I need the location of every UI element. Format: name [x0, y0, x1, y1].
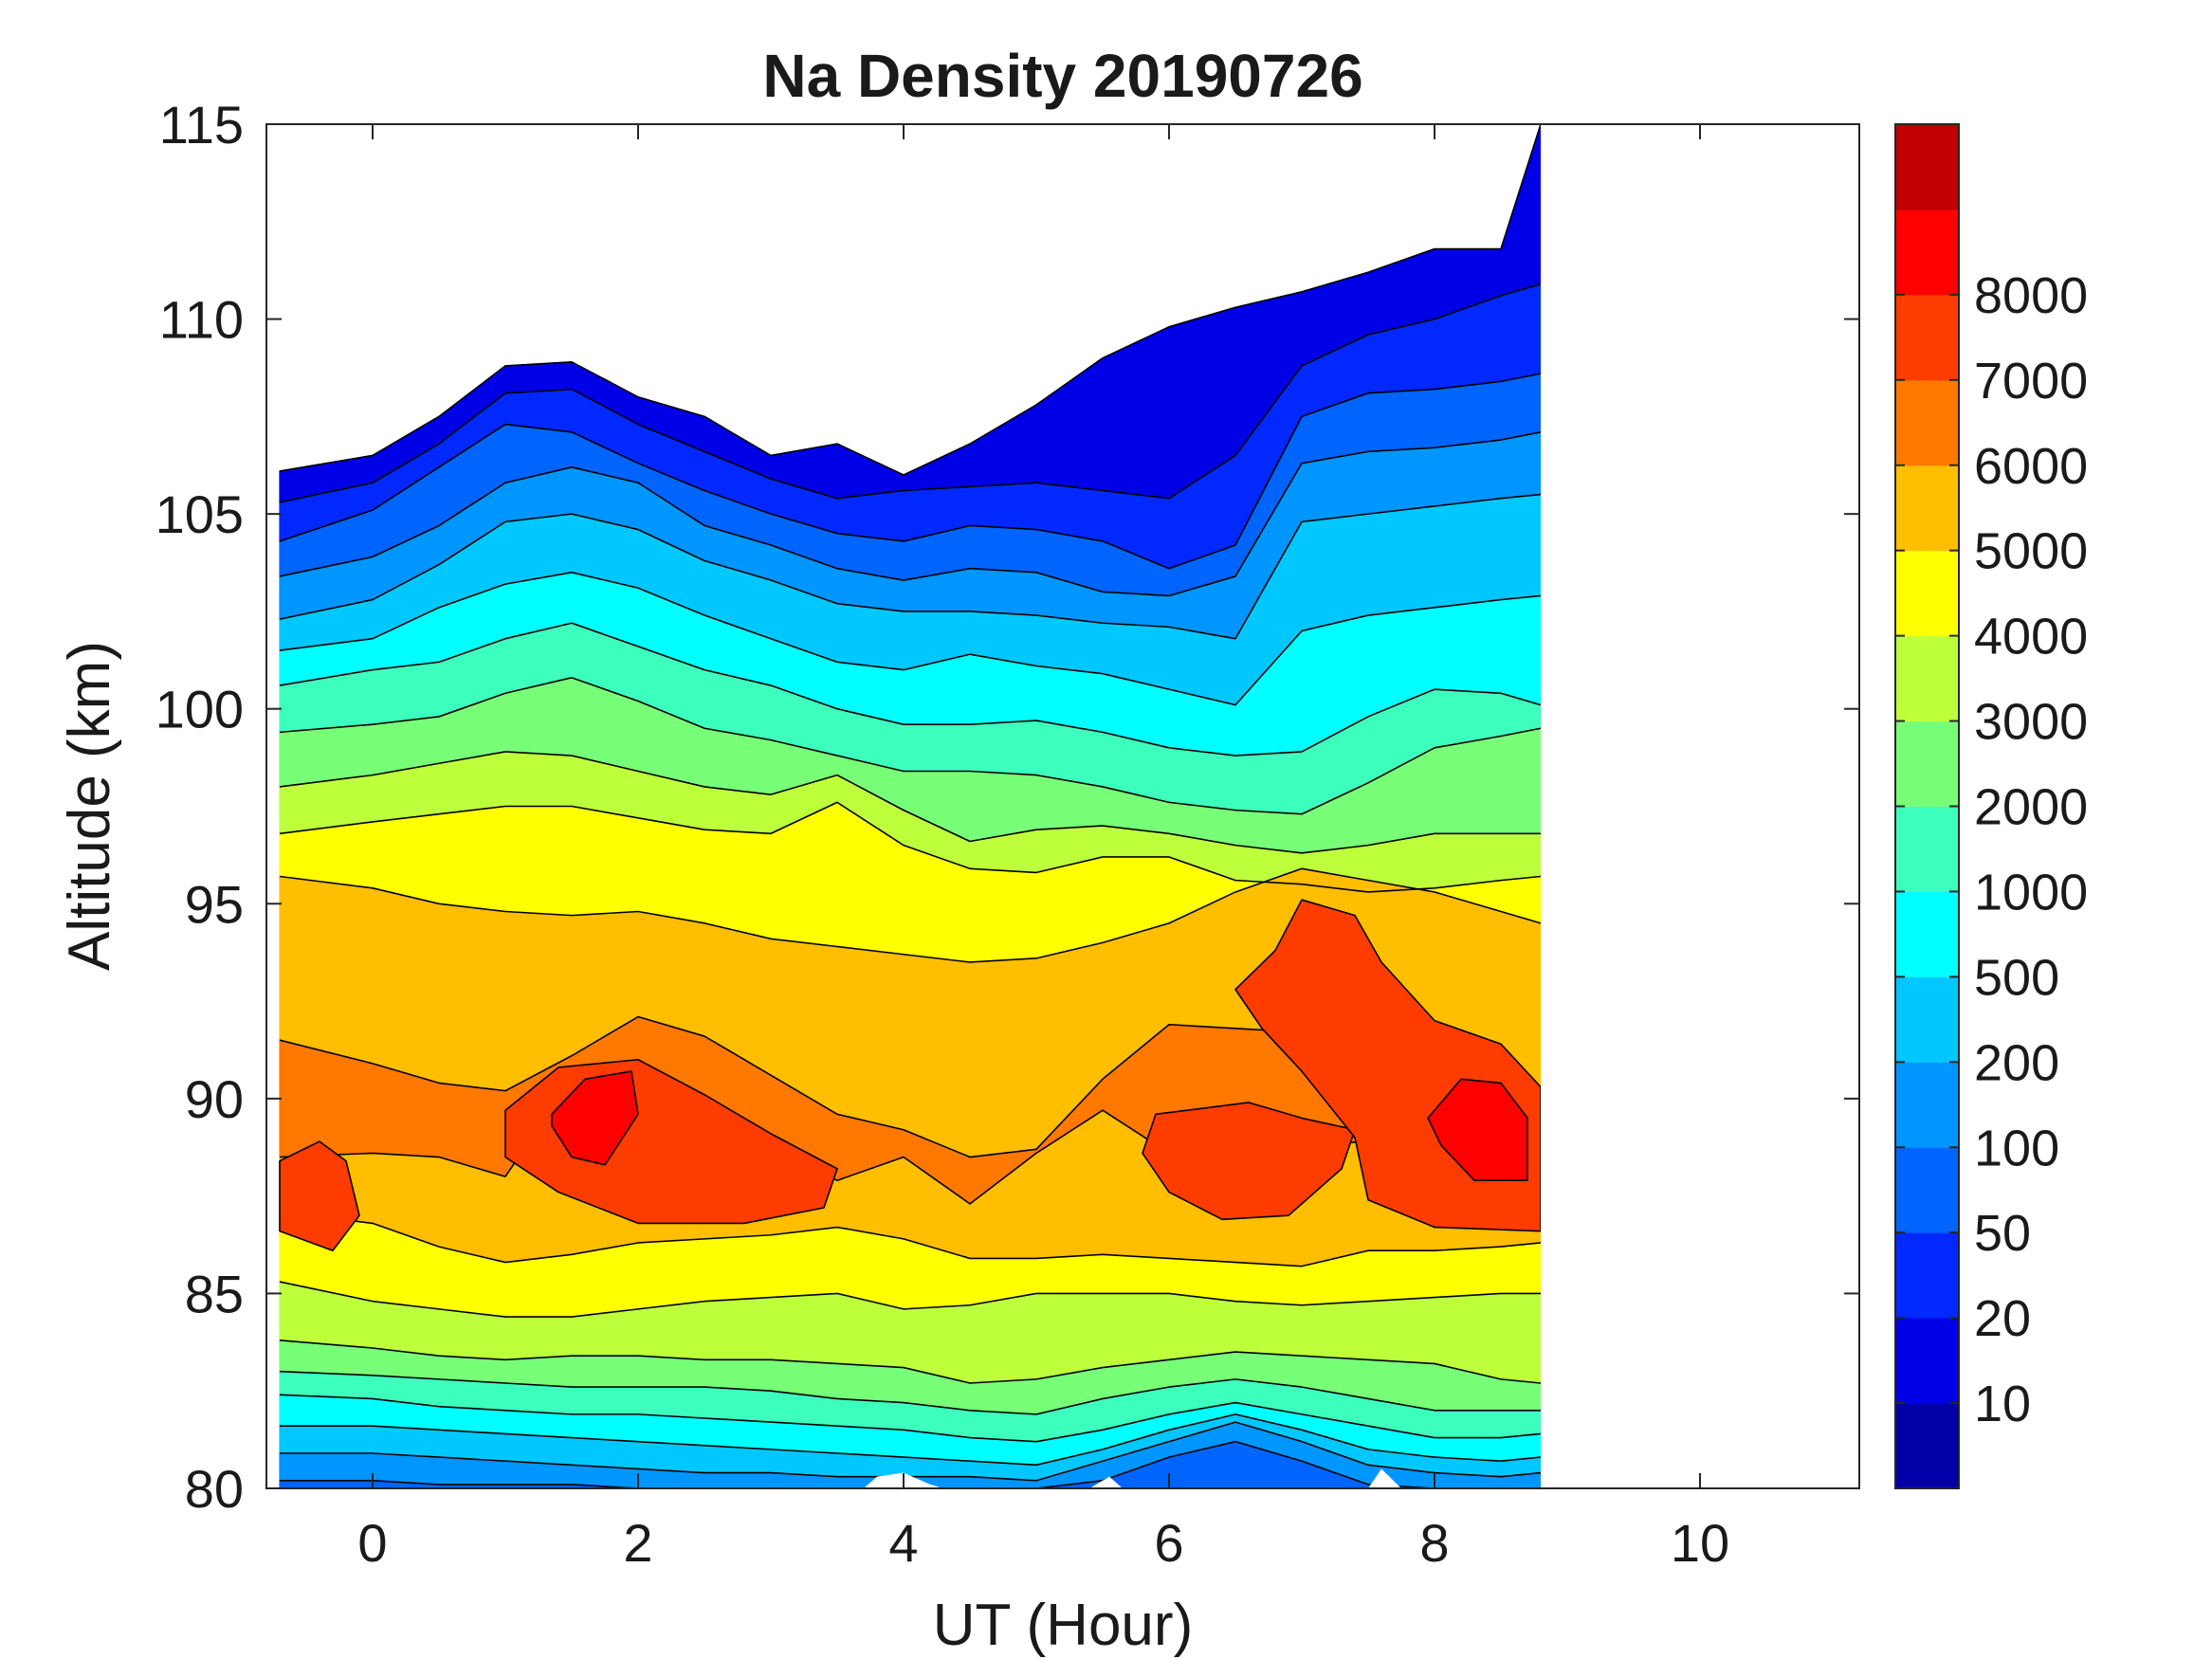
x-tick-label: 6	[1154, 1513, 1183, 1573]
colorbar-segment	[1895, 891, 1959, 977]
colorbar-segment	[1895, 720, 1959, 807]
contour-line-6	[279, 572, 1542, 706]
colorbar-tick-label: 20	[1974, 1290, 2031, 1347]
no-data-gap-2	[1089, 1476, 1123, 1488]
colorbar-tick-label: 200	[1974, 1034, 2059, 1091]
contour-line-2	[279, 283, 1542, 503]
colorbar-tick-label: 5000	[1974, 523, 2088, 580]
contour-line-3	[279, 373, 1542, 570]
colorbar-segment	[1895, 806, 1959, 892]
y-tick-label: 110	[159, 290, 244, 350]
colorbar-segment	[1895, 124, 1959, 210]
contour-line-9	[279, 751, 1541, 854]
colorbar-tick-label: 500	[1974, 949, 2059, 1006]
contour-peak-6	[1427, 1078, 1528, 1181]
y-tick-label: 85	[185, 1264, 244, 1323]
colorbar-segment	[1895, 1232, 1959, 1319]
colorbar-tick-label: 7000	[1974, 353, 2088, 410]
plot-area-frame	[265, 123, 1860, 1489]
colorbar-segment	[1895, 1318, 1959, 1404]
colorbar-segment	[1895, 209, 1959, 296]
contour-line-17	[279, 1370, 1541, 1415]
colorbar-tick-label: 100	[1974, 1120, 2059, 1176]
colorbar-tick-label: 8000	[1974, 267, 2088, 324]
y-tick-label: 105	[155, 484, 244, 544]
contour-line-19	[280, 1413, 1542, 1467]
contour-peak-4	[1142, 1102, 1356, 1221]
y-tick-label: 95	[185, 874, 244, 934]
x-tick-label: 8	[1419, 1513, 1449, 1573]
y-tick-label: 80	[185, 1459, 244, 1519]
contour-line-4	[279, 431, 1542, 597]
x-tick-label: 4	[888, 1513, 918, 1573]
colorbar-segment	[1895, 379, 1959, 466]
colorbar-segment	[1895, 1403, 1959, 1489]
contour-line-18	[279, 1394, 1542, 1443]
contour-line-5	[279, 493, 1542, 640]
colorbar-segment	[1895, 976, 1959, 1063]
contour-line-14	[279, 1211, 1542, 1267]
empty-region	[1541, 124, 1859, 1488]
chart-title: Na Density 20190726	[762, 42, 1362, 110]
y-axis: 80 85 90 95 100 105 110 115	[155, 95, 1859, 1519]
no-data-gap-3	[1368, 1468, 1401, 1488]
contour-line-8	[279, 677, 1542, 815]
x-tick-label: 2	[623, 1513, 652, 1573]
colorbar-tick-label: 1000	[1974, 864, 2088, 921]
y-tick-label: 100	[155, 680, 244, 739]
colorbar-segment	[1895, 1062, 1959, 1148]
colorbar-tick-label: 50	[1974, 1205, 2031, 1262]
colorbar-segment	[1895, 635, 1959, 722]
contour-fill-layer	[279, 124, 1859, 1488]
contour-line-21	[280, 1440, 1541, 1488]
colorbar: 10 20 50 100 200 500 1000 2000 3000 4000 5000 6000 7…	[1894, 123, 2088, 1489]
colorbar-tick-label: 2000	[1974, 779, 2088, 836]
y-tick-label: 115	[159, 95, 244, 155]
colorbar-tick-label: 4000	[1974, 609, 2088, 665]
colorbar-tick-label: 3000	[1974, 694, 2088, 751]
contour-line-15	[279, 1281, 1541, 1318]
y-axis-label: Altitude (km)	[57, 641, 122, 971]
contour-peak-3	[551, 1070, 639, 1166]
colorbar-segment	[1895, 294, 1959, 381]
y-tick-label: 90	[185, 1069, 244, 1129]
colorbar-segment	[1895, 550, 1959, 637]
contour-peak-1	[279, 1140, 360, 1252]
x-tick-label: 0	[357, 1513, 387, 1573]
colorbar-segment	[1895, 1147, 1959, 1233]
colorbar-segment	[1895, 465, 1959, 552]
contour-line-10	[279, 801, 1542, 893]
contour-line-11	[279, 867, 1542, 963]
colorbar-tick-label: 6000	[1974, 438, 2088, 495]
contour-line-16	[279, 1339, 1542, 1384]
contour-line-7	[279, 622, 1542, 757]
x-axis: 0 2 4 6 8 10	[357, 124, 1729, 1573]
x-tick-label: 10	[1671, 1513, 1729, 1573]
x-axis-label: UT (Hour)	[933, 1593, 1193, 1658]
contour-line-20	[280, 1421, 1542, 1482]
colorbar-tick-label: 10	[1974, 1376, 2031, 1432]
contour-line-1	[279, 124, 1542, 476]
contour-band-21	[279, 1441, 1541, 1488]
